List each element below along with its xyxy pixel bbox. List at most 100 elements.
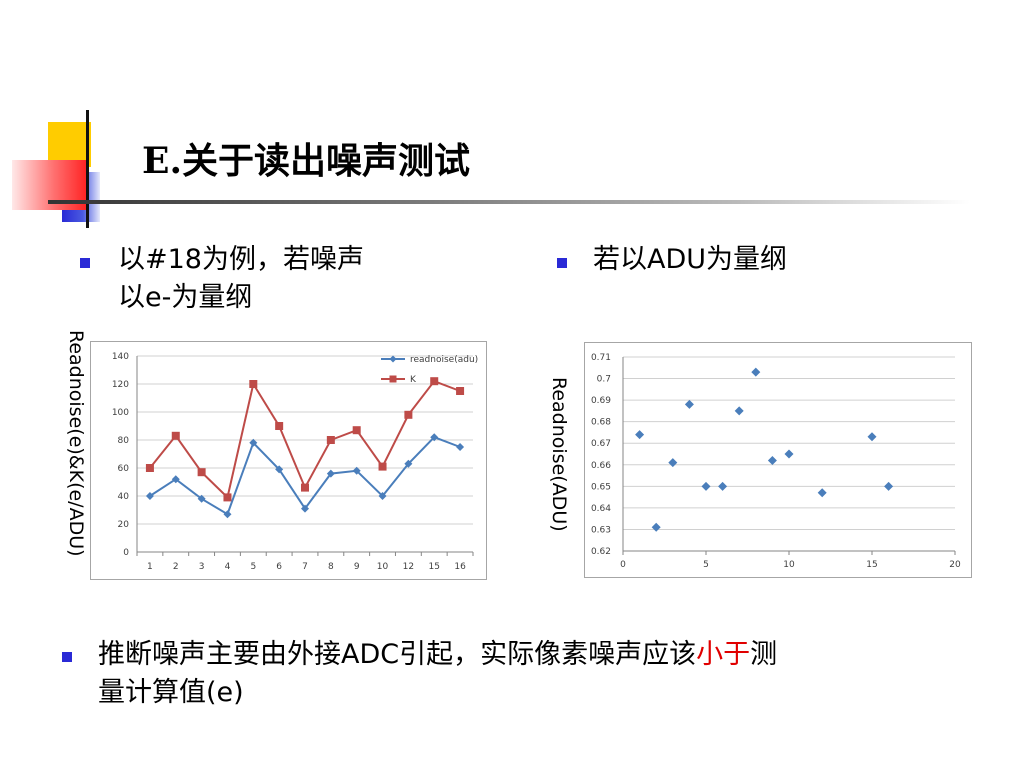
data-point	[326, 469, 335, 478]
bullet-left-marker	[80, 258, 90, 268]
y-tick-label: 140	[112, 352, 129, 362]
data-point	[651, 522, 661, 532]
series-line	[149, 380, 461, 500]
y-tick-label: 0.7	[597, 375, 611, 385]
data-point	[378, 492, 387, 500]
data-point	[223, 510, 232, 519]
legend-label: readnoise(adu)	[410, 355, 478, 365]
x-tick-label: 5	[703, 560, 709, 570]
y-tick-label: 0.69	[591, 396, 611, 406]
data-point	[635, 430, 645, 440]
data-point	[404, 410, 413, 419]
x-tick-label: 15	[866, 560, 877, 570]
data-point	[249, 438, 258, 447]
data-point	[701, 481, 711, 491]
x-tick-label: 10	[783, 560, 795, 570]
data-point	[275, 465, 284, 474]
y-tick-label: 120	[112, 380, 129, 390]
y-tick-label: 20	[118, 520, 130, 530]
legend-marker	[389, 355, 397, 363]
data-point	[430, 433, 439, 442]
x-tick-label: 15	[429, 562, 440, 572]
data-point	[301, 504, 309, 513]
x-tick-label: 3	[199, 562, 205, 572]
x-tick-label: 9	[354, 562, 360, 572]
x-tick-label: 1	[147, 562, 153, 572]
x-tick-label: 4	[225, 562, 231, 572]
y-tick-label: 0.62	[591, 547, 611, 557]
y-tick-label: 0.64	[591, 504, 611, 514]
data-point	[404, 459, 413, 468]
data-point	[197, 494, 206, 503]
data-point	[767, 455, 777, 465]
y-tick-label: 0	[123, 548, 129, 558]
x-tick-label: 5	[250, 562, 256, 572]
bullet-bottom-marker	[62, 652, 72, 662]
data-point	[867, 432, 877, 442]
y-tick-label: 0.66	[591, 461, 611, 471]
data-point	[378, 462, 387, 471]
bullet-bottom-text: 推断噪声主要由外接ADC引起，实际像素噪声应该小于测 量计算值(e)	[98, 636, 978, 712]
y-tick-label: 0.71	[591, 353, 611, 363]
y-tick-label: 0.67	[591, 439, 611, 449]
decor-vertical-line	[86, 110, 89, 228]
data-point	[145, 492, 154, 500]
legend-marker	[389, 375, 397, 383]
data-point	[668, 458, 678, 468]
x-tick-label: 16	[454, 562, 466, 572]
x-tick-label: 10	[377, 562, 389, 572]
data-point	[275, 422, 284, 430]
bottom-text-post: 测	[750, 639, 778, 670]
bullet-right-marker	[557, 258, 567, 268]
chart2-ylabel: Readnoise(ADU)	[548, 377, 570, 532]
chart1-frame: 0 20 40 60 80 100 120 140 1 2 3 4 5 6 7 8 9 10 12 15 16 readn…	[90, 341, 487, 580]
bullet-left-text: 以#18为例，若噪声 以e-为量纲	[118, 241, 364, 317]
bullet-right-text: 若以ADU为量纲	[593, 244, 788, 275]
data-point	[817, 488, 827, 498]
decor-yellow-square	[48, 122, 91, 167]
data-point	[145, 464, 154, 472]
x-tick-label: 2	[173, 562, 179, 572]
bullet-bottom-line-1: 推断噪声主要由外接ADC引起，实际像素噪声应该小于测	[98, 636, 978, 674]
chart1-ylabel: Readnoise(e)&K(e/ADU)	[65, 330, 87, 557]
bottom-text-highlight: 小于	[696, 639, 751, 670]
x-tick-label: 8	[328, 562, 334, 572]
data-point	[352, 466, 361, 475]
y-tick-label: 0.68	[591, 418, 611, 428]
data-point	[197, 468, 206, 477]
data-point	[352, 426, 361, 435]
bullet-bottom-line-2: 量计算值(e)	[98, 677, 244, 708]
y-tick-label: 80	[118, 436, 130, 446]
y-tick-label: 60	[118, 464, 130, 474]
data-point	[326, 436, 335, 444]
data-point	[301, 483, 309, 492]
data-point	[223, 493, 232, 502]
data-point	[171, 475, 180, 484]
data-point	[718, 481, 728, 491]
data-point	[456, 387, 465, 395]
y-tick-label: 0.63	[591, 525, 611, 535]
data-point	[456, 443, 465, 451]
slide-title: E.关于读出噪声测试	[142, 140, 470, 182]
data-point	[784, 449, 794, 459]
x-tick-label: 6	[276, 562, 282, 572]
title-underline	[48, 200, 970, 204]
bottom-text-pre: 推断噪声主要由外接ADC引起，实际像素噪声应该	[98, 639, 697, 670]
y-tick-label: 100	[112, 408, 129, 418]
bullet-left-line-2: 以e-为量纲	[118, 282, 253, 313]
data-point	[249, 380, 258, 388]
data-point	[430, 377, 439, 386]
x-tick-label: 12	[403, 562, 414, 572]
scatter-chart: 0.62 0.63 0.64 0.65 0.66 0.67 0.68 0.69 0.7 0.71 0…	[591, 353, 961, 570]
chart2-frame: 0.62 0.63 0.64 0.65 0.66 0.67 0.68 0.69 0.7 0.71 0…	[584, 342, 972, 578]
legend-label: K	[410, 375, 417, 385]
data-point	[171, 431, 180, 440]
y-tick-label: 40	[118, 492, 130, 502]
data-point	[884, 481, 894, 491]
x-tick-label: 7	[302, 562, 308, 572]
x-tick-label: 20	[949, 560, 961, 570]
data-point	[751, 367, 761, 377]
data-point	[734, 406, 744, 416]
series-line	[149, 436, 461, 516]
